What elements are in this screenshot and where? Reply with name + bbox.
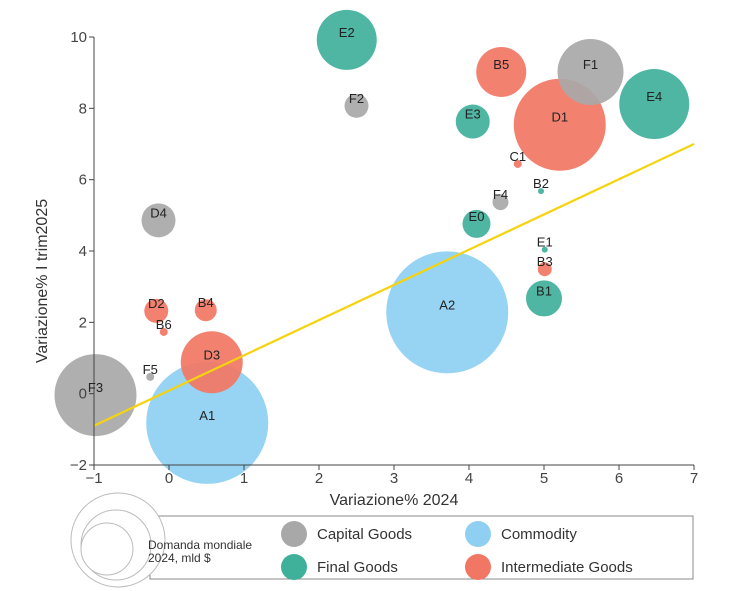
bubble-label-e1: E1 xyxy=(537,235,553,250)
bubble-b1 xyxy=(526,280,562,317)
legend-label-intermediate-goods: Intermediate Goods xyxy=(501,559,633,576)
bubble-b6 xyxy=(159,327,168,336)
x-tick-label: 0 xyxy=(165,470,173,487)
bubble-label-f4: F4 xyxy=(493,187,508,202)
size-legend-circle xyxy=(80,522,134,576)
bubble-label-f5: F5 xyxy=(143,362,158,377)
y-tick-label: 8 xyxy=(79,100,87,117)
x-tick-label: 1 xyxy=(240,470,248,487)
bubble-labels: E2 F2 B5 F1 E4 E3 D1 C1 B2 F4 E0 E1 B3 B1 A2 D4 D2 B4 B6 D3… xyxy=(88,25,662,423)
x-tick-label: 6 xyxy=(615,470,623,487)
axes: −1 0 1 2 3 4 5 6 7 −2 0 2 4 6 8 10 Variazione% 2024 Varia… xyxy=(34,29,698,509)
bubble-label-f3: F3 xyxy=(88,380,103,395)
bubble-label-e3: E3 xyxy=(465,107,481,122)
bubble-f4 xyxy=(492,194,509,211)
x-tick-label: −1 xyxy=(85,470,102,487)
size-legend-label: Domanda mondiale xyxy=(148,538,252,552)
bubble-f1 xyxy=(557,38,624,105)
legend-label-final-goods: Final Goods xyxy=(317,559,398,576)
legend-swatch-commodity xyxy=(465,521,491,547)
bubble-label-c1: C1 xyxy=(509,149,526,164)
trend-line-layer xyxy=(93,143,695,427)
bubble-b4 xyxy=(194,299,217,322)
bubble-label-b6: B6 xyxy=(156,317,172,332)
bubble-d4 xyxy=(141,203,176,238)
bubble-e0 xyxy=(462,209,491,238)
bubble-e1 xyxy=(541,246,548,253)
bubble-label-e0: E0 xyxy=(469,209,485,224)
x-tick-label: 2 xyxy=(315,470,323,487)
legend-label-commodity: Commodity xyxy=(501,526,577,543)
bubble-label-a2: A2 xyxy=(439,297,455,312)
bubble-label-b2: B2 xyxy=(533,176,549,191)
legend-swatch-final-goods xyxy=(281,554,307,580)
bubble-a1 xyxy=(146,361,269,484)
x-tick-label: 3 xyxy=(390,470,398,487)
size-legend-label: 2024, mld $ xyxy=(148,551,211,565)
bubble-e4 xyxy=(619,69,690,140)
bubble-e3 xyxy=(455,104,490,139)
bubble-f2 xyxy=(344,93,369,118)
x-tick-label: 7 xyxy=(690,470,698,487)
y-tick-label: −2 xyxy=(70,457,87,474)
bubble-layer xyxy=(54,9,690,484)
bubble-d2 xyxy=(144,298,169,323)
bubble-label-e4: E4 xyxy=(646,89,662,104)
y-axis-title: Variazione% I trim2025 xyxy=(34,199,51,363)
y-tick-label: 0 xyxy=(79,386,87,403)
bubble-label-e2: E2 xyxy=(339,25,355,40)
legend-label-capital-goods: Capital Goods xyxy=(317,526,412,543)
bubble-label-d3: D3 xyxy=(203,347,220,362)
bubble-b5 xyxy=(476,46,527,97)
x-tick-label: 4 xyxy=(465,470,473,487)
y-tick-label: 4 xyxy=(79,243,87,260)
bubble-label-f2: F2 xyxy=(349,91,364,106)
bubble-b2 xyxy=(538,188,544,195)
trend-line xyxy=(93,143,695,427)
bubble-label-d1: D1 xyxy=(551,110,568,125)
bubble-e2 xyxy=(316,9,377,70)
y-tick-label: 6 xyxy=(79,172,87,189)
y-tick-label: 10 xyxy=(70,29,87,46)
bubble-label-f1: F1 xyxy=(583,57,598,72)
x-tick-label: 5 xyxy=(540,470,548,487)
bubble-label-a1: A1 xyxy=(199,408,215,423)
legend-swatch-capital-goods xyxy=(281,521,307,547)
bubble-label-b4: B4 xyxy=(198,295,214,310)
bubble-label-b3: B3 xyxy=(537,254,553,269)
bubble-a2 xyxy=(386,251,509,374)
bubble-label-b1: B1 xyxy=(536,283,552,298)
bubble-label-b5: B5 xyxy=(493,57,509,72)
bubble-label-d2: D2 xyxy=(148,296,165,311)
bubble-f5 xyxy=(146,372,155,381)
y-tick-label: 2 xyxy=(79,314,87,331)
bubble-c1 xyxy=(513,159,522,168)
x-axis-title: Variazione% 2024 xyxy=(330,492,459,509)
legend-swatch-intermediate-goods xyxy=(465,554,491,580)
bubble-label-d4: D4 xyxy=(150,205,167,220)
bubble-b3 xyxy=(537,262,552,277)
